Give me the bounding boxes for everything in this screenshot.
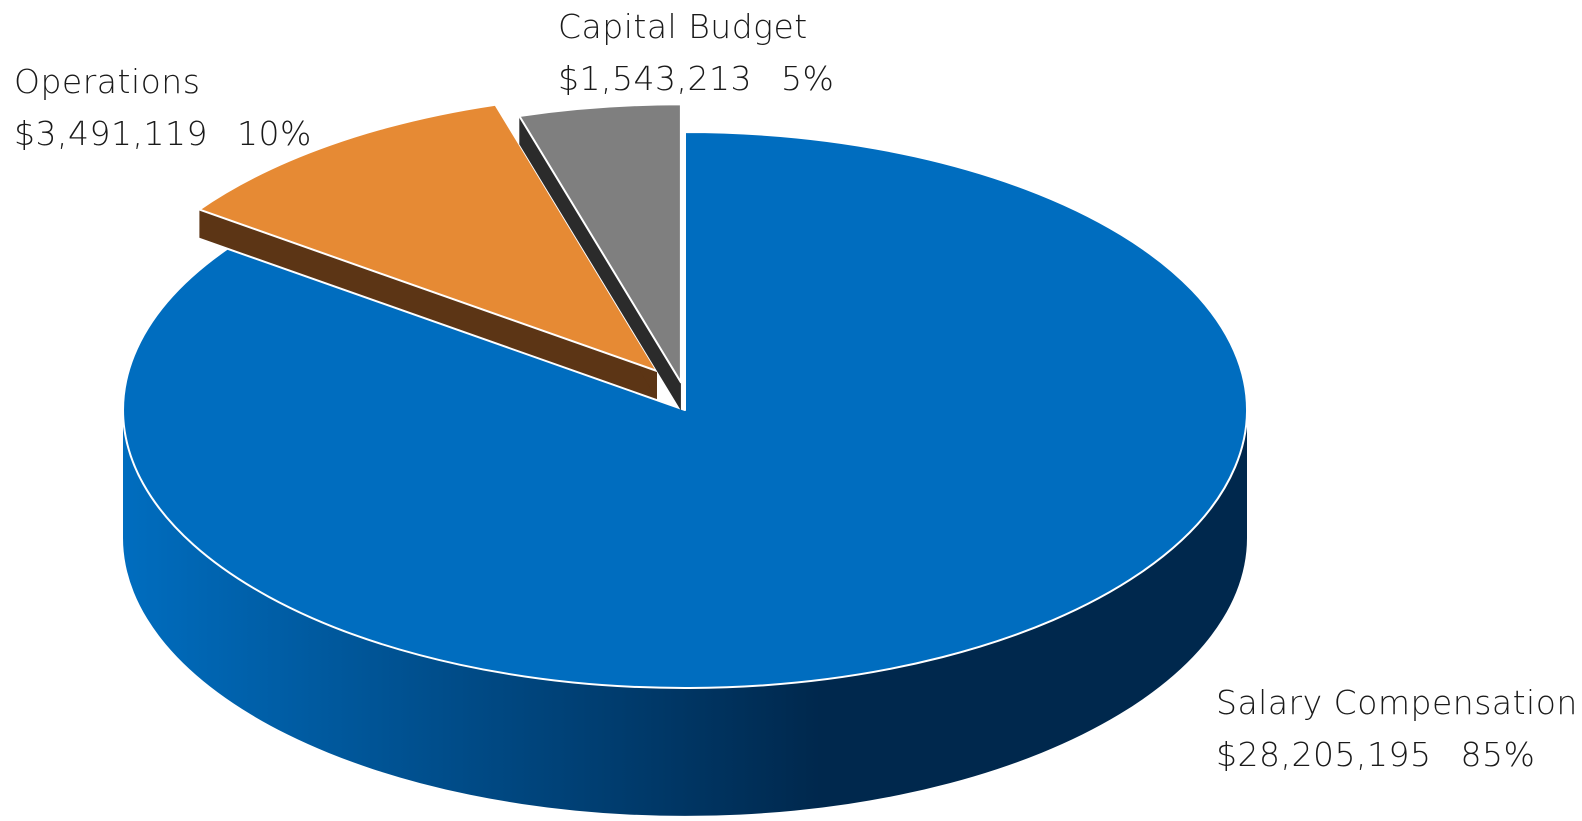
slice-percent-operations: 10% <box>237 114 312 153</box>
slice-label-capital-budget: Capital Budget $1,543,213 5% <box>558 7 834 98</box>
slice-capital-budget <box>518 103 682 411</box>
slice-percent-salary-compensation: 85% <box>1460 735 1535 774</box>
slice-label-operations: Operations $3,491,119 10% <box>14 62 312 153</box>
slice-outer-side-salary-compensation <box>123 410 1247 816</box>
slice-percent-capital-budget: 5% <box>781 59 834 98</box>
slice-value-salary-compensation: $28,205,195 85% <box>1216 735 1535 774</box>
slice-name-operations: Operations <box>14 62 200 101</box>
slice-value-capital-budget: $1,543,213 5% <box>558 59 834 98</box>
slice-salary-compensation <box>122 131 1249 816</box>
slice-value-operations: $3,491,119 10% <box>14 114 312 153</box>
slice-name-capital-budget: Capital Budget <box>558 7 808 46</box>
slice-amount-salary-compensation: $28,205,195 <box>1216 735 1431 774</box>
slice-top-capital-budget <box>518 103 682 384</box>
slice-cut-face-capital-budget-0 <box>519 116 681 411</box>
slice-name-salary-compensation: Salary Compensation <box>1216 683 1578 722</box>
slice-label-salary-compensation: Salary Compensation $28,205,195 85% <box>1216 683 1578 774</box>
slice-operations <box>198 103 658 400</box>
slice-top-salary-compensation <box>122 131 1249 689</box>
slice-amount-operations: $3,491,119 <box>14 114 208 153</box>
slice-top-operations <box>198 103 658 372</box>
slice-cut-face-operations-0 <box>199 209 657 400</box>
slice-amount-capital-budget: $1,543,213 <box>558 59 752 98</box>
